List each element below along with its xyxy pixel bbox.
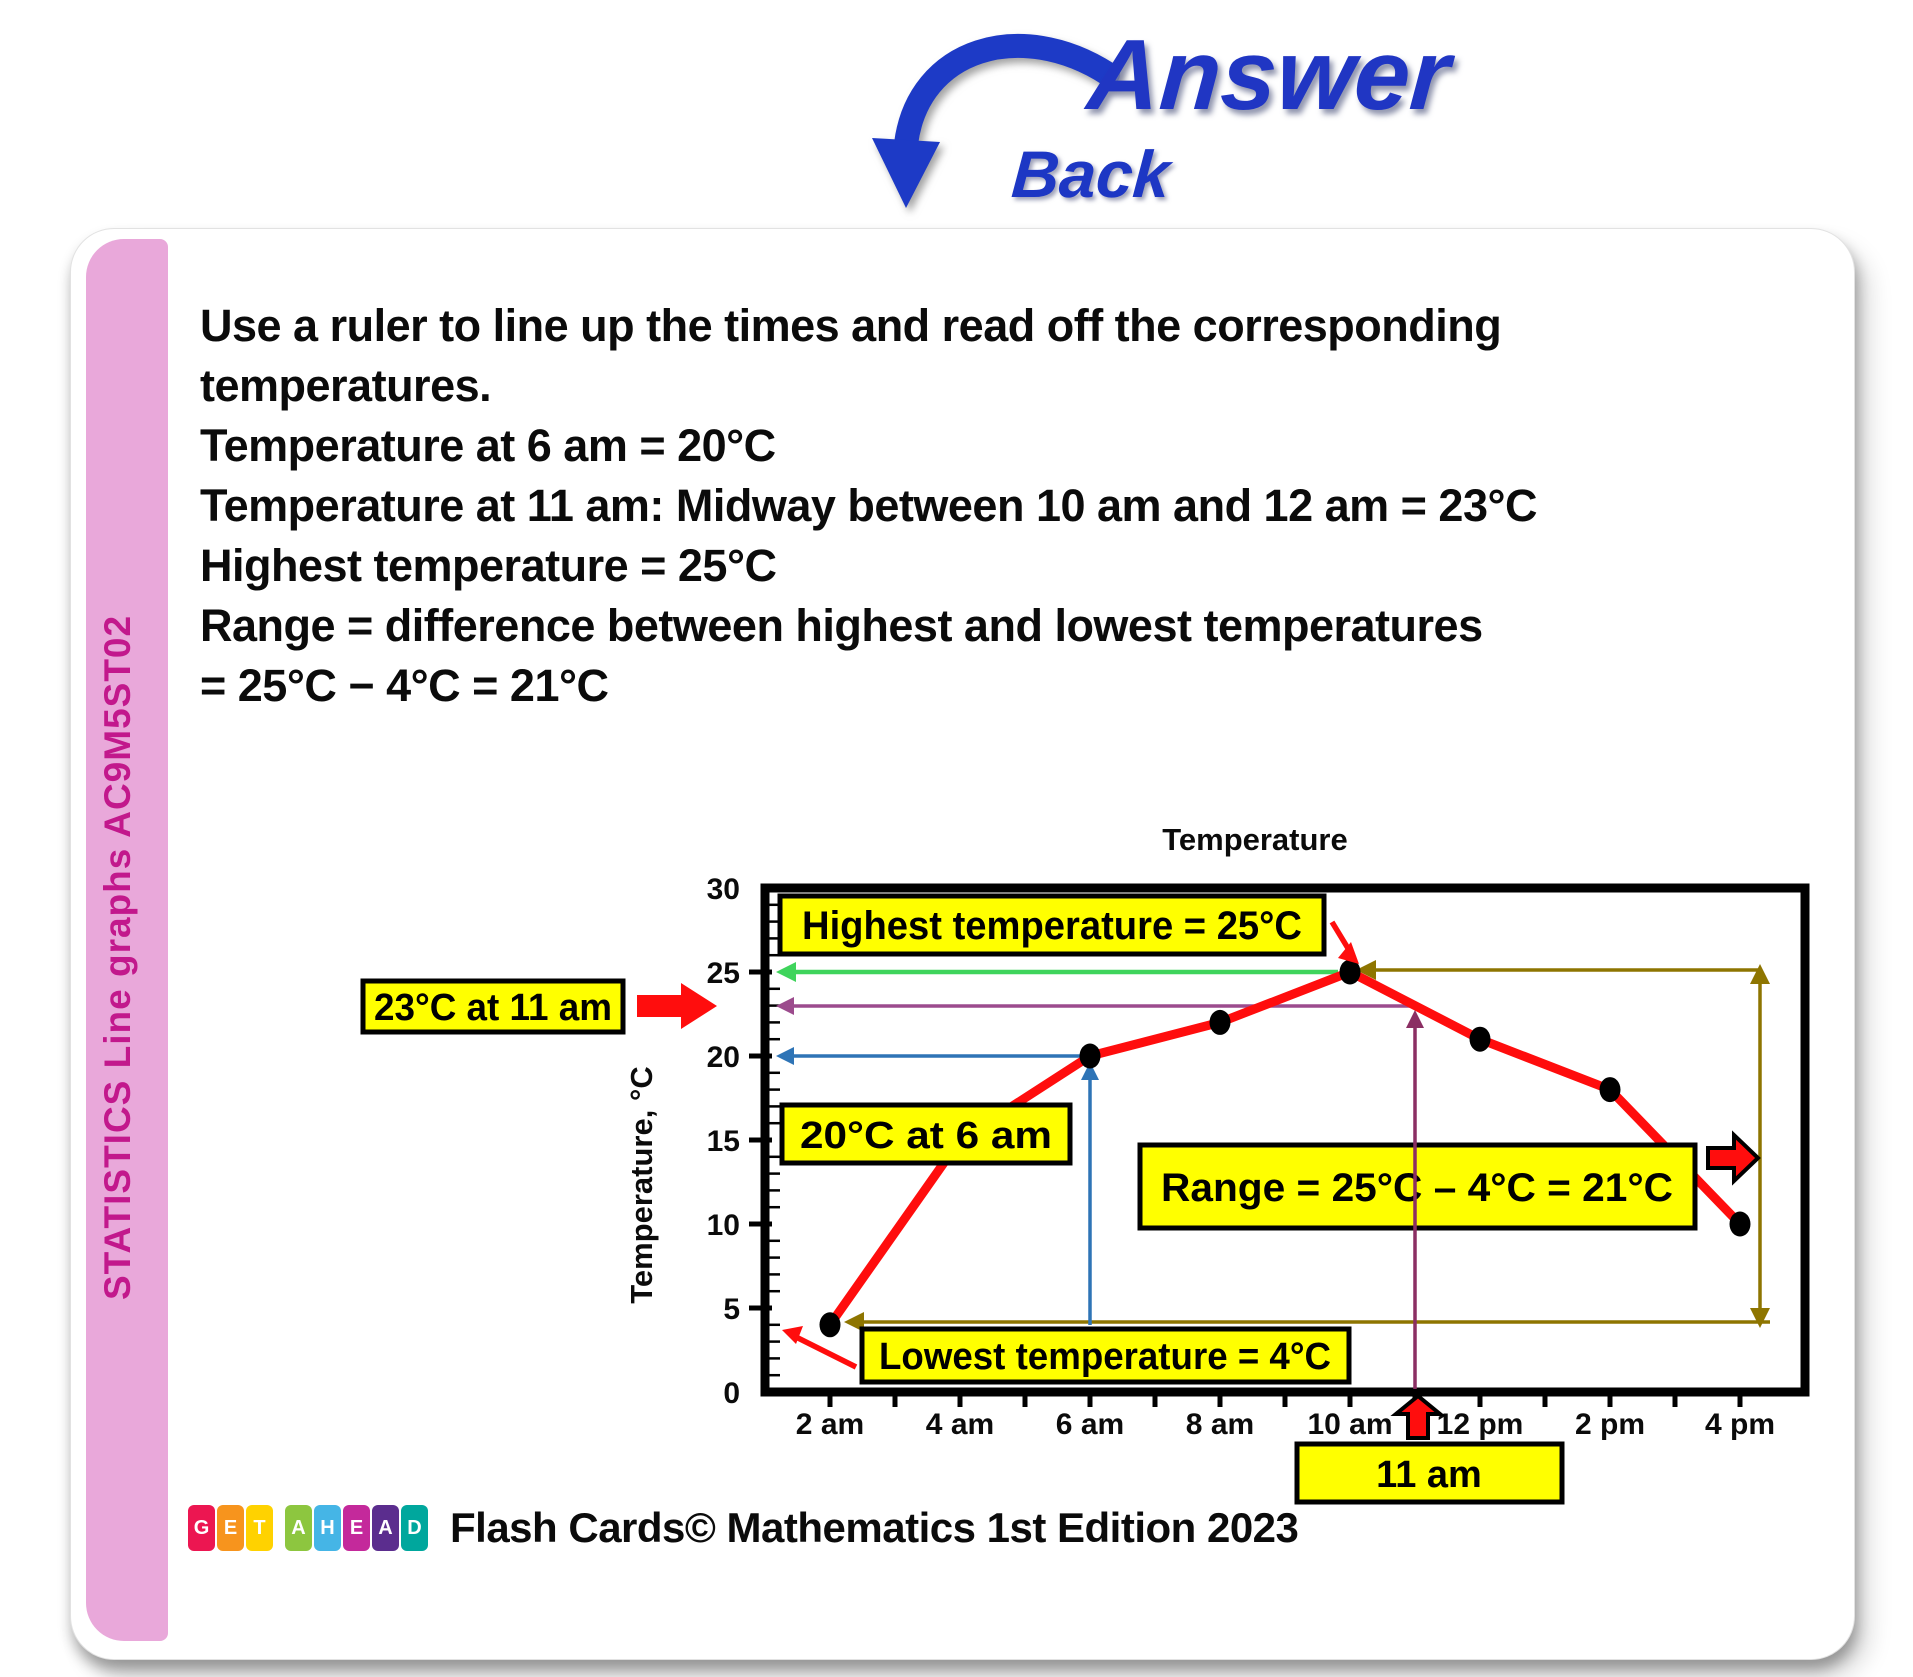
- purple-vertical-arrow-head: [1406, 1010, 1424, 1028]
- red-block-arrow-right-23: [637, 983, 717, 1029]
- logo-tile: H: [314, 1505, 341, 1551]
- svg-text:10: 10: [707, 1209, 740, 1242]
- overlay-arrows: [637, 920, 1761, 1440]
- curved-back-arrow-icon: [872, 33, 1120, 208]
- svg-text:2 am: 2 am: [796, 1408, 864, 1441]
- svg-text:15: 15: [707, 1125, 740, 1158]
- answer-line: Use a ruler to line up the times and rea…: [200, 300, 1502, 351]
- footer-text: Flash Cards© Mathematics 1st Edition 202…: [450, 1504, 1299, 1551]
- answer-line: Range = difference between highest and l…: [200, 600, 1483, 651]
- svg-text:5: 5: [723, 1293, 740, 1326]
- chart-title: Temperature: [1162, 822, 1348, 857]
- callout-11am: 11 am: [1294, 1441, 1565, 1505]
- range-guide-lines: [844, 960, 1770, 1332]
- green-arrow-head: [776, 962, 796, 982]
- answer-line: Temperature at 11 am: Midway between 10 …: [200, 480, 1537, 531]
- red-arrow-to-peak-head: [1338, 942, 1359, 964]
- logo-tile: G: [188, 1505, 215, 1551]
- callout-highest: Highest temperature = 25°C: [777, 893, 1327, 957]
- purple-arrow-head: [776, 997, 794, 1015]
- axis-labels: 0 5 10 15 20 25 30 2 am 4 am 6 am 8 am 10 am 12 pm 2 …: [707, 873, 1775, 1441]
- readoff-arrows: [776, 962, 1415, 1325]
- callout-highest-label: Highest temperature = 25°C: [802, 904, 1302, 948]
- callout-23-at-11: 23°C at 11 am: [360, 978, 626, 1035]
- temperature-line-chart: Temperature Temperature, °C 0 5 10 15 20 25 30…: [300, 820, 1860, 1540]
- blue-vertical-arrow-head: [1081, 1062, 1099, 1080]
- callout-lowest-label: Lowest temperature = 4°C: [879, 1336, 1331, 1378]
- logo-tile: E: [343, 1505, 370, 1551]
- logo-tile: A: [285, 1505, 312, 1551]
- callout-range-label: Range = 25°C – 4°C = 21°C: [1161, 1166, 1673, 1210]
- red-arrow-to-peak: [1329, 920, 1352, 952]
- plot-border: [760, 883, 1810, 1397]
- logo-tile: T: [246, 1505, 273, 1551]
- svg-text:8 am: 8 am: [1186, 1408, 1254, 1441]
- answer-line: temperatures.: [200, 360, 492, 411]
- red-block-arrow-up-11am: [1390, 1393, 1446, 1440]
- callout-23-label: 23°C at 11 am: [374, 987, 612, 1029]
- answer-line: Highest temperature = 25°C: [200, 540, 777, 591]
- red-arrow-to-lowest: [794, 1334, 858, 1370]
- answer-label: Answer: [1084, 19, 1454, 131]
- svg-text:20: 20: [707, 1041, 740, 1074]
- callout-range: Range = 25°C – 4°C = 21°C: [1137, 1142, 1698, 1231]
- red-arrow-to-lowest-head: [782, 1326, 803, 1344]
- logo-tile: A: [372, 1505, 399, 1551]
- back-label: Back: [1009, 137, 1173, 211]
- answer-explanation: Use a ruler to line up the times and rea…: [200, 296, 1860, 716]
- callout-20-at-6: 20°C at 6 am: [779, 1102, 1073, 1166]
- callout-20-label: 20°C at 6 am: [800, 1115, 1052, 1157]
- svg-text:10 am: 10 am: [1307, 1408, 1392, 1441]
- svg-text:4 pm: 4 pm: [1705, 1408, 1775, 1441]
- topic-strip-label: STATISTICS Line graphs AC9M5ST02: [97, 614, 138, 1300]
- topic-strip: [86, 239, 168, 1641]
- arrow-curve: [894, 33, 1120, 156]
- logo-tile: E: [217, 1505, 244, 1551]
- callout-11am-label: 11 am: [1376, 1454, 1482, 1496]
- svg-text:30: 30: [707, 873, 740, 906]
- svg-text:2 pm: 2 pm: [1575, 1408, 1645, 1441]
- callout-lowest: Lowest temperature = 4°C: [859, 1326, 1352, 1385]
- answer-line: = 25°C − 4°C = 21°C: [200, 660, 609, 711]
- blue-arrow-head: [776, 1047, 794, 1065]
- svg-text:0: 0: [723, 1377, 740, 1410]
- answer-line: Temperature at 6 am = 20°C: [200, 420, 776, 471]
- red-block-arrow-right-range: [1706, 1130, 1761, 1186]
- svg-text:4 am: 4 am: [926, 1408, 994, 1441]
- logo-tile: D: [401, 1505, 428, 1551]
- arrow-head: [872, 138, 940, 208]
- svg-text:25: 25: [707, 957, 740, 990]
- svg-text:12 pm: 12 pm: [1437, 1408, 1524, 1441]
- y-axis-title: Temperature, °C: [624, 1066, 659, 1304]
- svg-text:6 am: 6 am: [1056, 1408, 1124, 1441]
